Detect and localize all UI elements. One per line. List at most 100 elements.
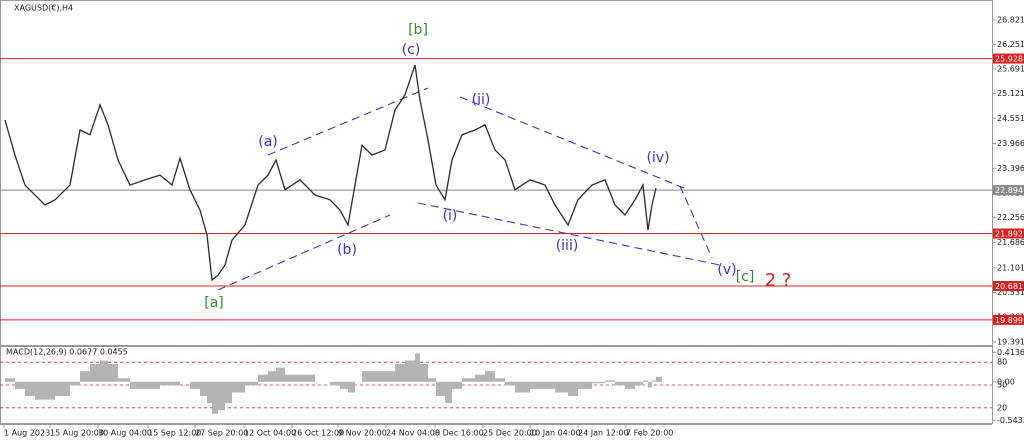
- macd-bar: [372, 371, 385, 382]
- macd-bar: [635, 381, 643, 386]
- wave-label: 2 ?: [765, 270, 792, 291]
- macd-bar: [530, 381, 545, 389]
- macd-bar: [225, 381, 232, 404]
- macd-bar: [605, 380, 615, 382]
- macd-bar: [15, 381, 25, 389]
- y-tick-label: 24.551: [997, 114, 1024, 123]
- macd-bar: [428, 378, 436, 382]
- wave-label: [b]: [408, 22, 428, 38]
- x-tick-label: 24 Nov 04:00: [386, 429, 440, 438]
- macd-y-tick-label: 0.00: [997, 377, 1015, 386]
- y-tick-label: 20.531: [997, 288, 1024, 297]
- macd-bar: [207, 381, 212, 404]
- y2-tick-label: 20: [997, 403, 1007, 412]
- macd-bar: [285, 374, 300, 382]
- macd-y-tick-label: 0.4136: [997, 348, 1024, 357]
- macd-bar: [415, 353, 420, 382]
- trend-line: [217, 214, 391, 291]
- macd-bar: [495, 378, 505, 382]
- y-tick-label: 23.396: [997, 164, 1024, 173]
- macd-bar: [108, 364, 118, 382]
- macd-bar: [643, 380, 648, 382]
- y-tick-label: 26.821: [997, 15, 1024, 24]
- y-tick-label: 23.966: [997, 139, 1024, 148]
- macd-bar: [515, 381, 530, 393]
- wave-label: [c]: [736, 269, 755, 285]
- macd-bar: [258, 374, 268, 382]
- macd-bar: [160, 381, 172, 386]
- macd-bar: [568, 381, 578, 397]
- level-line-box: [993, 53, 1024, 64]
- macd-bar: [555, 381, 568, 393]
- x-tick-label: 27 Sep 20:00: [195, 429, 248, 438]
- macd-title: MACD(12,26,9) 0.0677 0.0455: [6, 348, 128, 357]
- macd-bar: [362, 371, 372, 382]
- chart-title: XAGUSD(€),H4: [14, 4, 73, 13]
- macd-bar: [545, 381, 555, 389]
- price-pane: [0, 0, 993, 346]
- macd-bar: [45, 381, 55, 400]
- macd-y-tick-label: -0.5433: [997, 416, 1024, 425]
- macd-bar: [340, 381, 348, 389]
- macd-bar: [445, 381, 452, 404]
- level-line-label: 19.899: [995, 316, 1023, 325]
- y-tick-label: 21.686: [997, 238, 1024, 247]
- y-tick-label: 21.101: [997, 263, 1024, 272]
- trend-line: [267, 87, 429, 156]
- y2-tick-label: 50: [997, 381, 1007, 390]
- macd-bar: [648, 381, 652, 388]
- x-tick-label: 30 Aug 04:00: [98, 429, 152, 438]
- macd-bar: [90, 364, 100, 382]
- macd-bar: [55, 381, 70, 397]
- wave-label: (v): [717, 262, 736, 278]
- wave-label: (i): [443, 208, 458, 224]
- macd-bar: [330, 381, 340, 386]
- macd-bar: [348, 381, 355, 393]
- macd-bar: [80, 371, 90, 382]
- macd-bar: [405, 360, 415, 382]
- macd-bar: [268, 371, 276, 382]
- macd-bar: [200, 381, 207, 397]
- macd-bar: [25, 381, 35, 397]
- wave-label: (iii): [556, 238, 579, 254]
- macd-bar: [656, 376, 662, 382]
- wave-label: (iv): [646, 150, 669, 166]
- x-tick-label: 7 Feb 20:00: [626, 429, 673, 438]
- y-tick-label: 19.391: [997, 337, 1024, 346]
- x-tick-label: 25 Dec 20:00: [483, 429, 537, 438]
- level-line-label: 20.681: [995, 282, 1023, 291]
- macd-bar: [245, 381, 258, 386]
- macd-bar: [100, 360, 108, 382]
- level-line-box: [993, 281, 1024, 292]
- macd-bar: [212, 381, 218, 414]
- macd-bar: [485, 371, 495, 382]
- macd-bar: [70, 381, 80, 386]
- macd-bar: [276, 367, 285, 382]
- macd-bar: [5, 378, 15, 382]
- macd-bar: [232, 381, 245, 393]
- macd-bar: [130, 381, 145, 389]
- current-price-line-label: 22.894: [995, 186, 1023, 195]
- x-tick-label: 8 Dec 16:00: [435, 429, 484, 438]
- macd-bar: [592, 381, 605, 384]
- macd-bar: [462, 378, 475, 382]
- macd-bar: [420, 364, 428, 382]
- macd-bar: [505, 381, 515, 386]
- macd-bar: [452, 381, 462, 389]
- y-tick-label: 26.251: [997, 40, 1024, 49]
- current-price-line-box: [993, 185, 1024, 196]
- level-line-label: 25.928: [995, 55, 1023, 64]
- macd-bar: [625, 381, 635, 389]
- level-line-box: [993, 314, 1024, 325]
- macd-bar: [395, 364, 405, 382]
- trend-line: [679, 185, 713, 259]
- y-tick-label: 22.256: [997, 213, 1024, 222]
- macd-bar: [218, 381, 225, 411]
- macd-bar: [436, 381, 445, 397]
- x-tick-label: 24 Jan 12:00: [578, 429, 629, 438]
- macd-bar: [385, 371, 395, 382]
- macd-bar: [652, 380, 656, 382]
- macd-bar: [475, 374, 485, 382]
- x-tick-label: 12 Oct 04:00: [244, 429, 296, 438]
- macd-bar: [300, 374, 315, 382]
